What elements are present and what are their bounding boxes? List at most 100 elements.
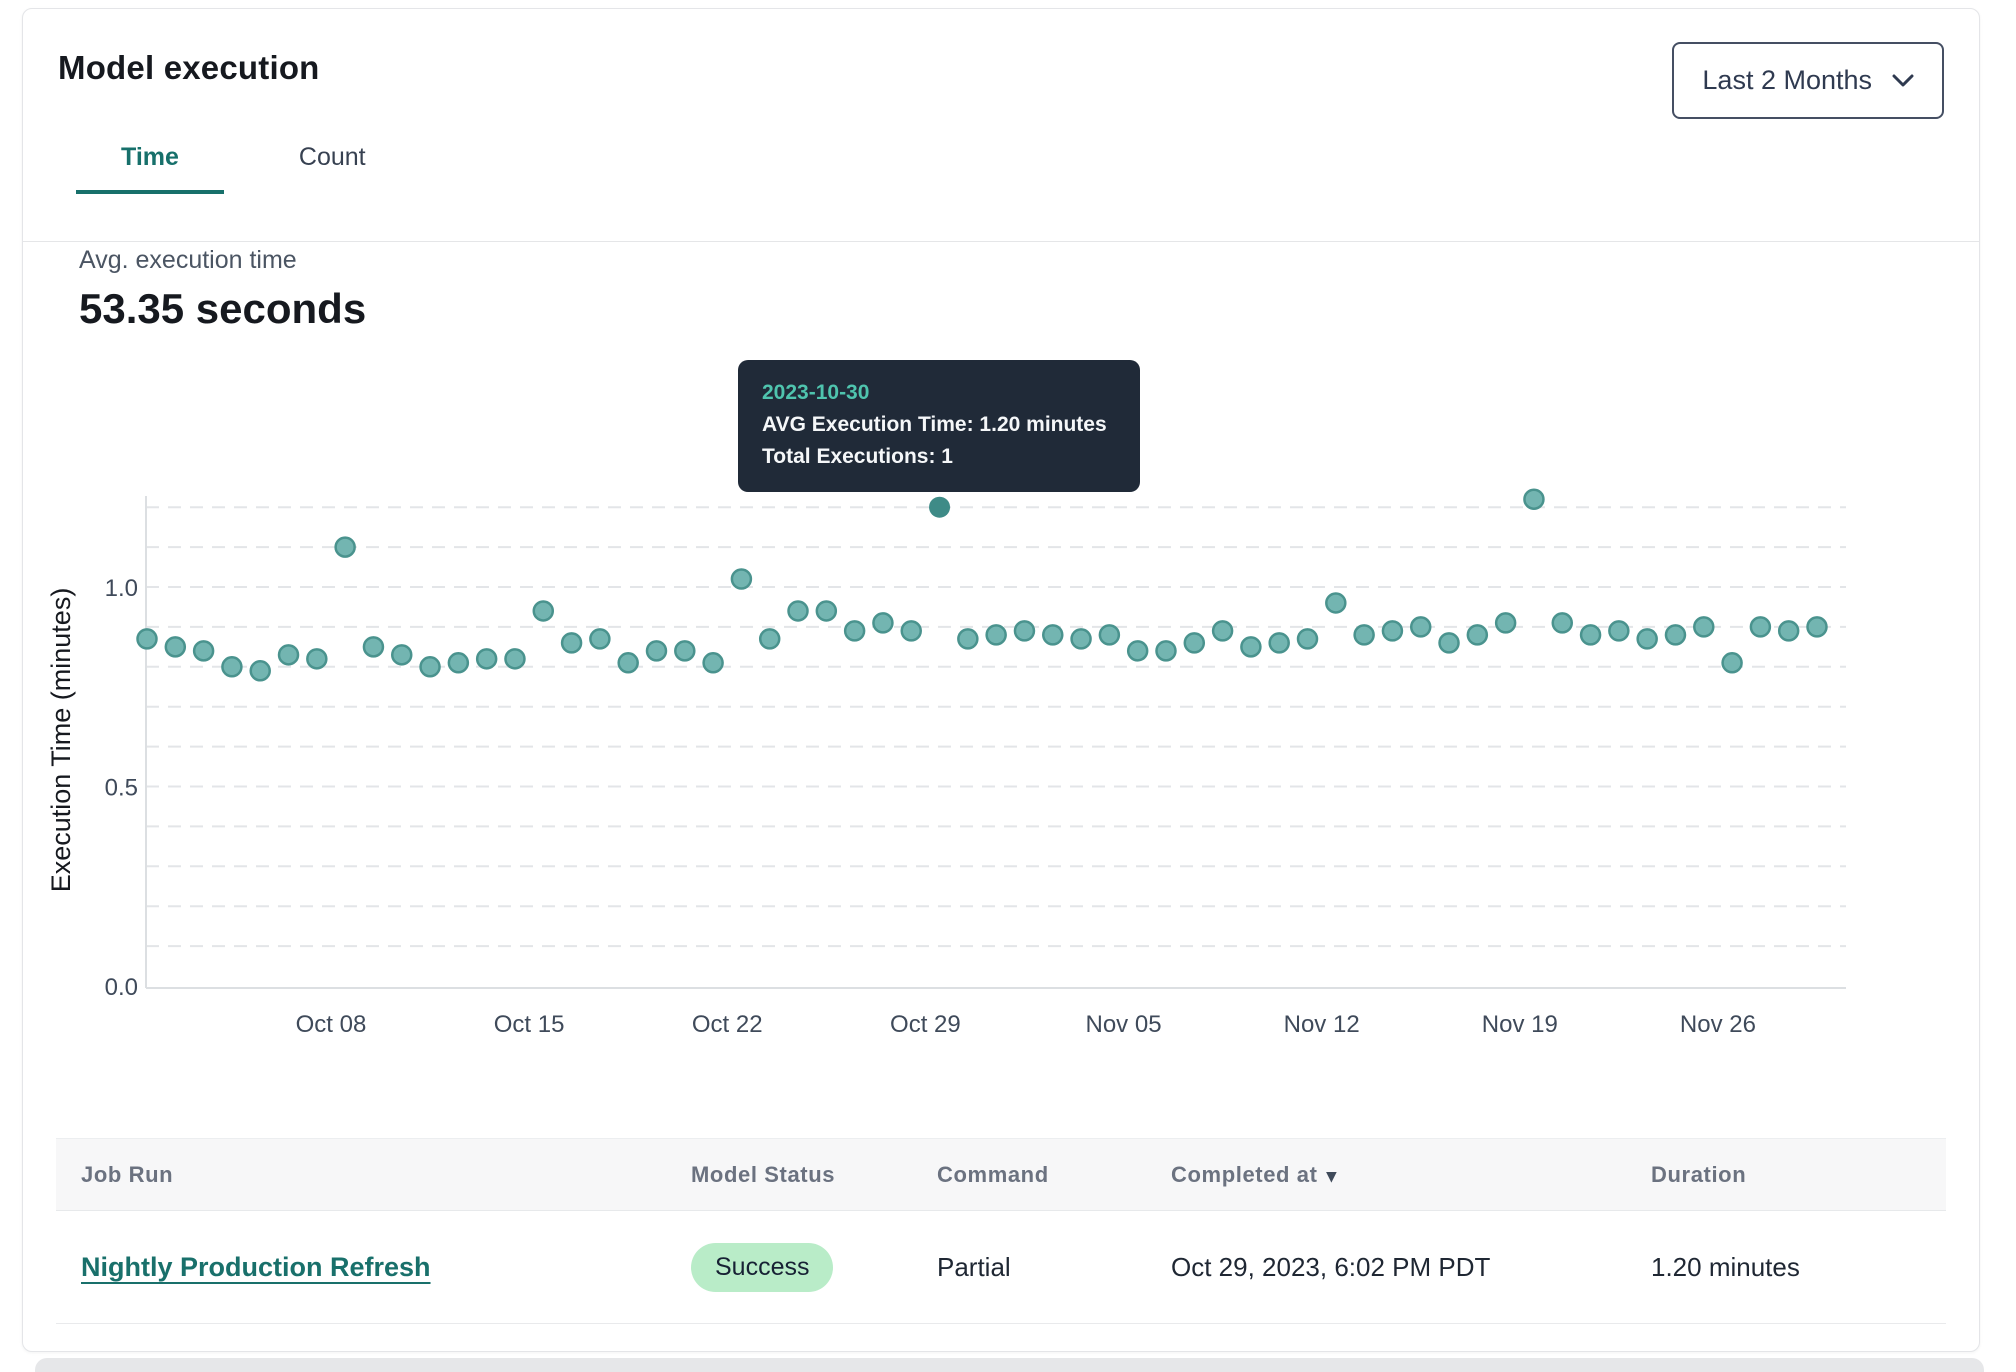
tooltip-avg-line: AVG Execution Time: 1.20 minutes [762, 413, 1107, 436]
data-point[interactable] [136, 628, 158, 650]
chevron-down-icon [1892, 74, 1914, 87]
data-point[interactable] [900, 620, 922, 642]
data-point[interactable] [560, 632, 583, 654]
data-point[interactable] [1551, 612, 1574, 634]
col-header-job-run: Job Run [81, 1161, 174, 1187]
data-point[interactable] [1806, 616, 1828, 638]
col-header-model-status: Model Status [691, 1161, 836, 1187]
col-header-command: Command [937, 1161, 1049, 1187]
data-point[interactable] [589, 628, 611, 650]
data-point[interactable] [985, 624, 1007, 646]
data-point[interactable] [957, 628, 979, 650]
x-tick-label: Nov 05 [1086, 1011, 1162, 1038]
data-point[interactable] [1155, 640, 1177, 662]
data-point[interactable] [1749, 616, 1772, 638]
job-runs-table: Job Run Model Status Command Completed a… [56, 1138, 1946, 1324]
data-point[interactable] [362, 636, 385, 658]
duration-cell: 1.20 minutes [1651, 1251, 1800, 1282]
tabs: Time Count [76, 123, 1944, 194]
data-point[interactable] [1240, 636, 1262, 658]
tooltip-total-line: Total Executions: 1 [762, 445, 953, 468]
tab-time[interactable]: Time [76, 123, 224, 194]
x-tick-label: Nov 19 [1482, 1011, 1558, 1038]
y-tick-label: 0.5 [105, 775, 138, 802]
x-tick-label: Nov 12 [1284, 1011, 1360, 1038]
execution-time-chart[interactable]: 0.0 0.5 1.0 Oct 08 Oct 15 Oct 22 Oct 29 Nov 05 N… [0, 450, 2016, 1070]
table-header-row: Job Run Model Status Command Completed a… [56, 1138, 1946, 1211]
data-point[interactable] [1126, 640, 1149, 662]
data-point[interactable] [1013, 620, 1036, 642]
metric-value: 53.35 seconds [79, 285, 367, 332]
data-point[interactable] [306, 648, 328, 670]
data-point[interactable] [1042, 624, 1064, 646]
data-point[interactable] [1353, 624, 1375, 646]
page-title: Model execution [58, 49, 320, 86]
data-point[interactable] [419, 656, 441, 678]
card-header: Model execution Last 2 Months [23, 9, 1979, 119]
data-point[interactable] [787, 600, 809, 622]
data-point[interactable] [1325, 592, 1347, 614]
data-point[interactable] [164, 636, 187, 658]
command-cell: Partial [937, 1251, 1011, 1282]
model-execution-card: Model execution Last 2 Months Time Count… [22, 8, 1980, 1352]
tab-count[interactable]: Count [298, 143, 366, 171]
data-point[interactable] [843, 620, 866, 642]
data-point[interactable] [1211, 620, 1234, 642]
data-point[interactable] [1381, 620, 1404, 642]
data-point[interactable] [1693, 616, 1715, 638]
data-point[interactable] [1777, 620, 1800, 642]
data-point[interactable] [1636, 628, 1658, 650]
data-point[interactable] [1721, 652, 1743, 674]
data-point[interactable] [1579, 624, 1602, 646]
x-tick-label: Nov 26 [1680, 1011, 1756, 1038]
data-point[interactable] [249, 660, 271, 682]
data-point[interactable] [447, 652, 470, 674]
x-tick-label: Oct 08 [296, 1011, 367, 1038]
date-range-label: Last 2 Months [1702, 65, 1872, 95]
date-range-dropdown[interactable]: Last 2 Months [1672, 42, 1944, 119]
tooltip-date: 2023-10-30 [762, 381, 870, 404]
y-tick-label: 0.0 [105, 974, 138, 1001]
data-point[interactable] [475, 648, 498, 670]
data-point[interactable] [1523, 488, 1545, 510]
data-point[interactable] [1296, 628, 1319, 650]
y-tick-label: 1.0 [105, 575, 138, 602]
data-point[interactable] [504, 648, 526, 670]
y-axis-title: Execution Time (minutes) [46, 588, 76, 893]
data-point[interactable] [532, 600, 555, 622]
job-run-link[interactable]: Nightly Production Refresh [81, 1251, 431, 1282]
data-point[interactable] [730, 568, 753, 590]
data-point[interactable] [758, 628, 781, 650]
data-point[interactable] [1494, 612, 1517, 634]
data-point[interactable] [1098, 624, 1121, 646]
data-point[interactable] [702, 652, 724, 674]
data-point[interactable] [617, 652, 639, 674]
data-point[interactable] [277, 644, 300, 666]
data-point[interactable] [390, 644, 413, 666]
data-point[interactable] [674, 640, 696, 662]
tabs-divider [23, 241, 1979, 242]
metric-block: Avg. execution time 53.35 seconds [79, 246, 1979, 333]
data-point[interactable] [334, 536, 356, 558]
data-point[interactable] [1466, 624, 1489, 646]
col-header-completed-at[interactable]: Completed at ▾ [1171, 1161, 1337, 1187]
data-point[interactable] [1409, 616, 1432, 638]
data-point[interactable] [872, 612, 894, 634]
data-point[interactable] [221, 656, 243, 678]
data-point-highlighted[interactable] [929, 496, 951, 518]
data-point[interactable] [1438, 632, 1460, 654]
table-row: Nightly Production Refresh Success Parti… [56, 1211, 1946, 1324]
x-tick-label: Oct 22 [692, 1011, 763, 1038]
data-point[interactable] [1268, 632, 1290, 654]
data-point[interactable] [645, 640, 668, 662]
status-badge: Success [691, 1242, 834, 1292]
data-point[interactable] [1664, 624, 1687, 646]
data-point[interactable] [1070, 628, 1092, 650]
data-point[interactable] [192, 640, 215, 662]
data-point[interactable] [1183, 632, 1206, 654]
sort-desc-icon[interactable]: ▾ [1326, 1165, 1337, 1187]
x-tick-label: Oct 29 [890, 1011, 961, 1038]
data-point[interactable] [1608, 620, 1630, 642]
x-tick-label: Oct 15 [494, 1011, 565, 1038]
data-point[interactable] [815, 600, 838, 622]
